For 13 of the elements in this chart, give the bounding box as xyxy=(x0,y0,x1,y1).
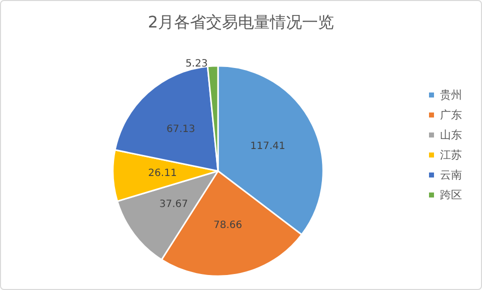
legend-label: 贵州 xyxy=(440,88,462,102)
chart-title: 2月各省交易电量情况一览 xyxy=(148,12,334,32)
data-label: 117.41 xyxy=(250,140,286,152)
legend-label: 山东 xyxy=(440,128,462,142)
legend-label: 江苏 xyxy=(440,148,462,162)
data-label: 37.67 xyxy=(159,199,188,210)
data-label: 78.66 xyxy=(213,220,242,232)
data-label: 67.13 xyxy=(166,124,196,136)
legend-label: 跨区 xyxy=(440,188,462,202)
data-label: 26.11 xyxy=(148,168,177,179)
legend-label: 云南 xyxy=(440,168,462,182)
legend-label: 广东 xyxy=(440,108,462,122)
data-label: 5.23 xyxy=(185,58,208,70)
